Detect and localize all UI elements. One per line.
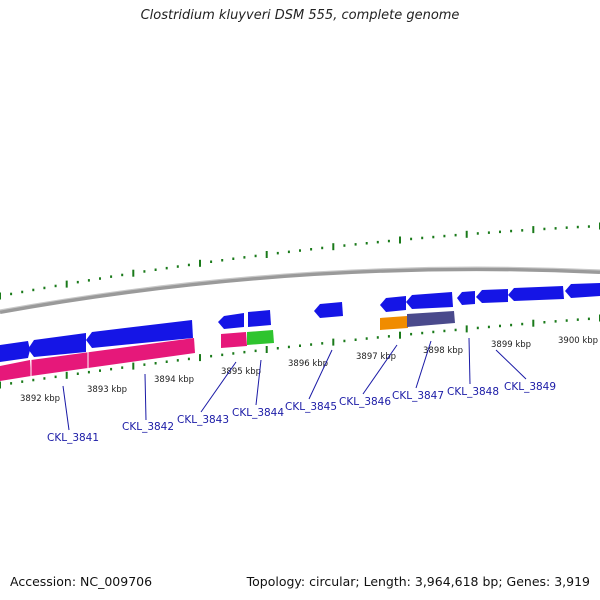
kbp-tick-label: 3898 kbp bbox=[423, 346, 463, 356]
gene-arrow[interactable] bbox=[407, 311, 455, 327]
gene-arrow[interactable] bbox=[380, 316, 408, 330]
leader-line bbox=[468, 337, 471, 385]
gene-arrow[interactable] bbox=[247, 330, 274, 345]
genome-summary-label: Topology: circular; Length: 3,964,618 bp… bbox=[246, 574, 590, 589]
gene-arrow[interactable] bbox=[457, 291, 475, 305]
gene-arrow[interactable] bbox=[31, 338, 195, 376]
kbp-tick-label: 3900 kbp bbox=[558, 336, 598, 346]
leader-line bbox=[415, 340, 432, 389]
kbp-tick-labels: 3892 kbp 3893 kbp 3894 kbp 3895 kbp 3896… bbox=[20, 336, 598, 404]
gene-label-ckl-3848[interactable]: CKL_3848 bbox=[447, 386, 499, 398]
gene-arrow[interactable] bbox=[314, 302, 343, 318]
leader-line bbox=[362, 344, 398, 395]
gene-arrow[interactable] bbox=[565, 283, 600, 298]
inner-dotted-track bbox=[0, 314, 600, 389]
kbp-tick-label: 3897 kbp bbox=[356, 352, 396, 362]
kbp-tick-label: 3892 kbp bbox=[20, 394, 60, 404]
leader-line bbox=[255, 359, 262, 406]
gene-arrow[interactable] bbox=[0, 360, 31, 381]
kbp-tick-label: 3894 kbp bbox=[154, 375, 194, 385]
leader-line bbox=[308, 349, 333, 400]
genome-backbone bbox=[0, 267, 600, 314]
leader-line bbox=[144, 373, 147, 421]
gene-arrow[interactable] bbox=[476, 289, 508, 303]
gene-arrow[interactable] bbox=[218, 313, 244, 329]
leader-line bbox=[495, 349, 527, 380]
gene-label-ckl-3843[interactable]: CKL_3843 bbox=[177, 414, 229, 426]
gene-label-ckl-3847[interactable]: CKL_3847 bbox=[392, 390, 444, 402]
gene-label-ckl-3849[interactable]: CKL_3849 bbox=[504, 381, 556, 393]
gene-arrow[interactable] bbox=[28, 333, 86, 357]
kbp-tick-label: 3893 kbp bbox=[87, 385, 127, 395]
kbp-tick-label: 3896 kbp bbox=[288, 359, 328, 369]
accession-label: Accession: NC_009706 bbox=[10, 574, 153, 589]
gene-arrow[interactable] bbox=[406, 292, 453, 309]
gene-label-ckl-3844[interactable]: CKL_3844 bbox=[232, 407, 284, 419]
kbp-tick-label: 3895 kbp bbox=[221, 367, 261, 377]
outer-dotted-track bbox=[0, 222, 600, 300]
gene-label-ckl-3846[interactable]: CKL_3846 bbox=[339, 396, 391, 408]
genome-backbone-highlight bbox=[0, 266, 600, 311]
gene-arrow[interactable] bbox=[221, 332, 247, 348]
forward-strand-genes bbox=[0, 283, 600, 362]
genome-title: Clostridium kluyveri DSM 555, complete g… bbox=[140, 8, 460, 23]
gene-labels: CKL_3841 CKL_3842 CKL_3843 CKL_3844 CKL_… bbox=[47, 381, 556, 444]
reverse-strand-genes bbox=[0, 311, 455, 381]
kbp-tick-label: 3899 kbp bbox=[491, 340, 531, 350]
gene-arrow[interactable] bbox=[86, 320, 193, 348]
gene-label-leaders bbox=[62, 337, 527, 431]
gene-arrow[interactable] bbox=[248, 310, 271, 327]
leader-line bbox=[62, 385, 70, 431]
leader-line bbox=[200, 361, 237, 413]
gene-label-ckl-3841[interactable]: CKL_3841 bbox=[47, 432, 99, 444]
gene-arrow[interactable] bbox=[380, 296, 406, 312]
gene-arrow[interactable] bbox=[0, 341, 30, 362]
gene-label-ckl-3842[interactable]: CKL_3842 bbox=[122, 421, 174, 433]
gene-label-ckl-3845[interactable]: CKL_3845 bbox=[285, 401, 337, 413]
gene-arrow[interactable] bbox=[508, 286, 564, 301]
